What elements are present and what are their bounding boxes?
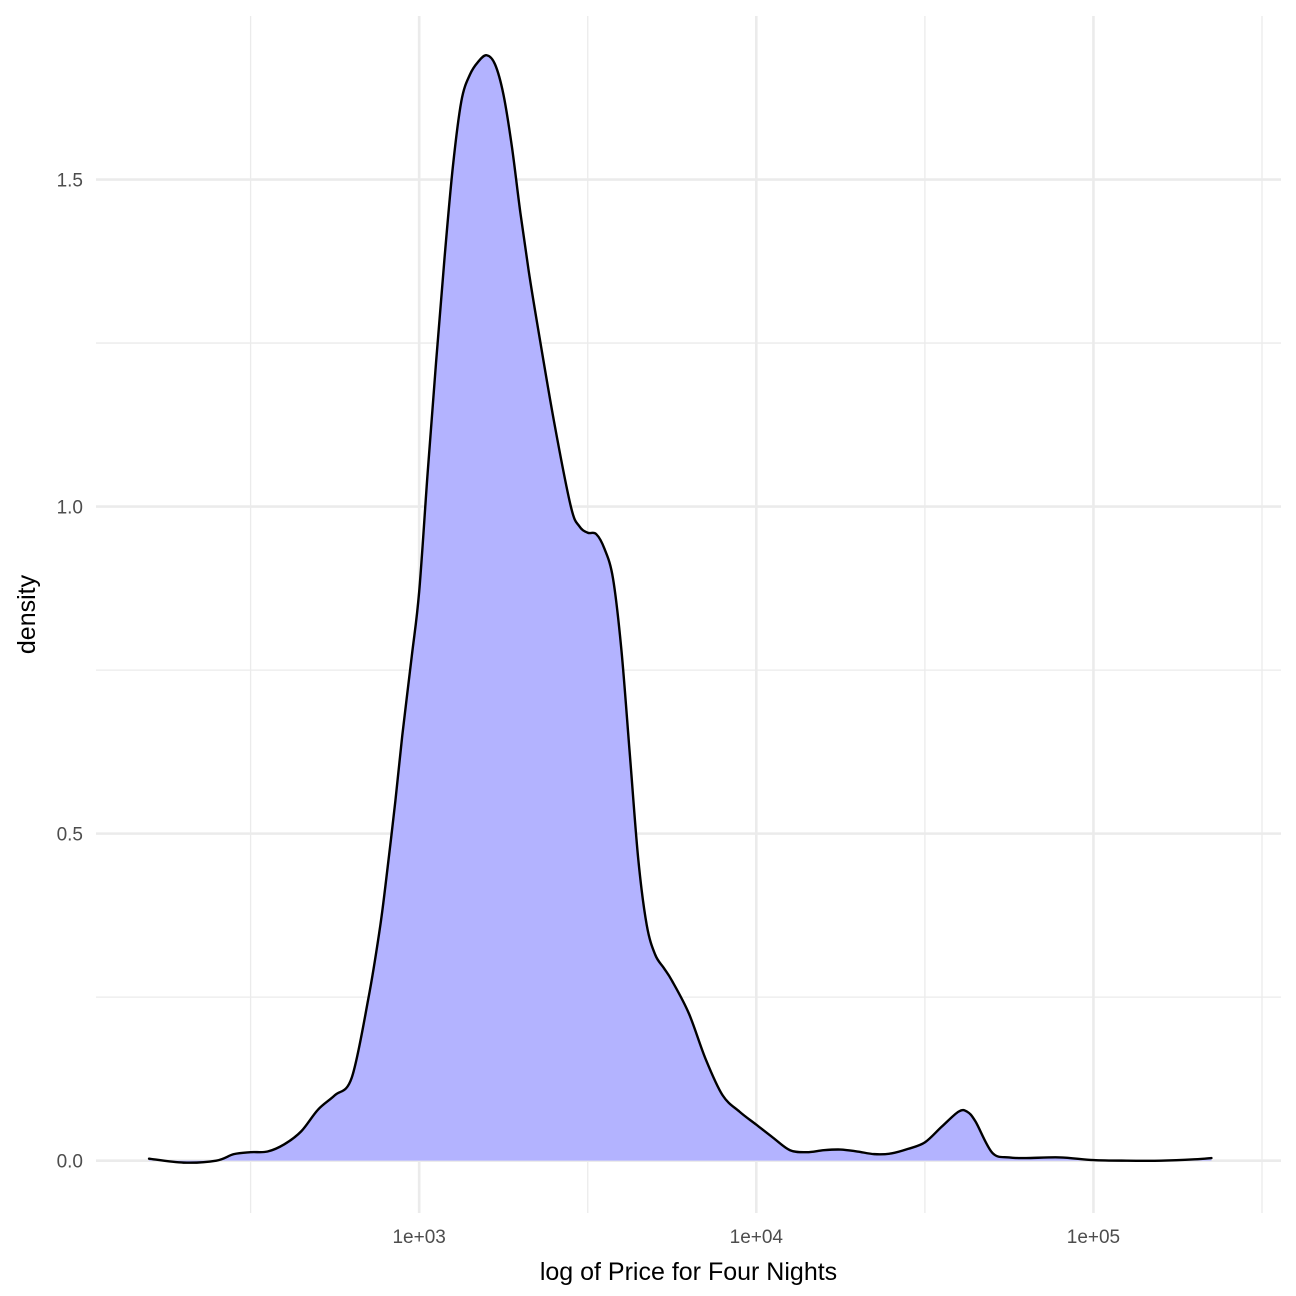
x-tick-label: 1e+03 (392, 1227, 445, 1248)
y-tick-label: 1.5 (57, 171, 83, 192)
x-tick-label: 1e+05 (1067, 1227, 1120, 1248)
y-tick-label: 0.0 (57, 1152, 83, 1173)
density-curve (147, 54, 1213, 1164)
grid-layer (96, 16, 1281, 1213)
density-area-layer (147, 54, 1213, 1164)
tick-label-layer: 1e+03 1e+04 1e+05 0.0 0.5 1.0 1.5 (57, 171, 1121, 1248)
y-tick-label: 0.5 (57, 825, 83, 846)
y-axis-title: density (13, 574, 41, 654)
x-axis-title: log of Price for Four Nights (540, 1258, 837, 1286)
x-tick-label: 1e+04 (730, 1227, 784, 1248)
density-area-fill (149, 55, 1212, 1163)
y-tick-label: 1.0 (57, 498, 83, 519)
